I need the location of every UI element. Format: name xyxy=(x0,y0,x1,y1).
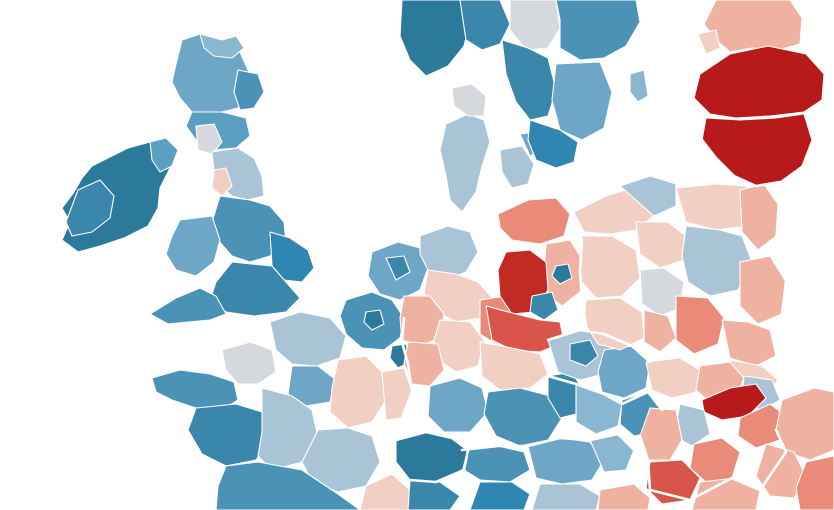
region-sweden-east xyxy=(555,0,641,61)
border-alps xyxy=(394,430,470,484)
region-poland-mazovia xyxy=(681,225,753,297)
region-poland-opole xyxy=(643,309,677,353)
region-germany-northwest xyxy=(419,225,479,281)
region-scotland-north xyxy=(199,33,245,59)
border-france-germany xyxy=(394,316,414,442)
region-southwest-england xyxy=(149,287,227,325)
region-france-north xyxy=(269,311,347,367)
region-wales xyxy=(165,215,221,277)
region-latvia xyxy=(693,45,825,119)
region-czechia-prague xyxy=(569,339,599,367)
region-england-northwest xyxy=(211,167,233,197)
region-germany-berlin xyxy=(551,263,573,285)
region-denmark-zealand xyxy=(499,145,535,189)
region-denmark-north xyxy=(451,83,487,117)
region-scotland-grey xyxy=(195,123,223,155)
region-germany-bavaria-north xyxy=(479,341,549,391)
region-france-south xyxy=(215,461,361,510)
region-slovenia xyxy=(531,483,601,510)
border-germany-poland xyxy=(570,212,588,328)
region-hungary-budapest xyxy=(701,383,767,421)
region-gotland xyxy=(629,69,649,103)
region-croatia xyxy=(597,483,651,510)
region-sweden-south xyxy=(527,119,579,169)
region-germany-mecklenburg xyxy=(497,197,571,245)
region-netherlands-north xyxy=(385,255,411,281)
region-germany-nrw xyxy=(399,295,445,347)
border-baltic xyxy=(700,138,782,188)
region-france-east xyxy=(329,355,387,429)
region-scotland-east xyxy=(233,69,265,111)
region-france-paris xyxy=(287,365,337,407)
region-northern-ireland xyxy=(149,137,179,173)
region-poland-gdansk xyxy=(619,175,677,217)
region-germany-bw xyxy=(427,377,489,433)
region-sweden-center xyxy=(551,61,613,141)
region-france-loire xyxy=(187,403,273,467)
region-denmark-jutland xyxy=(439,113,491,213)
border-czechia-south xyxy=(546,374,664,412)
region-london-southeast xyxy=(209,261,301,317)
region-estonia-island xyxy=(697,29,721,55)
region-austria-tyrol xyxy=(469,481,531,510)
border-czechia-north xyxy=(546,328,652,364)
national-borders xyxy=(394,138,788,502)
region-ireland-west xyxy=(65,179,115,237)
land-regions xyxy=(61,0,834,510)
region-norway-east xyxy=(459,0,511,51)
region-poland-greater xyxy=(579,235,641,299)
region-slovakia-west xyxy=(645,357,701,399)
region-brussels xyxy=(363,309,385,331)
region-romania-northwest xyxy=(755,443,807,499)
region-france-normandy xyxy=(221,341,277,385)
region-germany-berlin-center xyxy=(529,291,559,321)
border-hungary xyxy=(638,428,788,502)
border-poland-east xyxy=(774,234,788,382)
region-sweden-west xyxy=(501,39,557,121)
region-norway-oslo xyxy=(509,0,561,51)
border-austria xyxy=(460,432,636,452)
region-poland-lesser xyxy=(675,295,725,355)
region-romania-transylvania xyxy=(795,455,834,510)
